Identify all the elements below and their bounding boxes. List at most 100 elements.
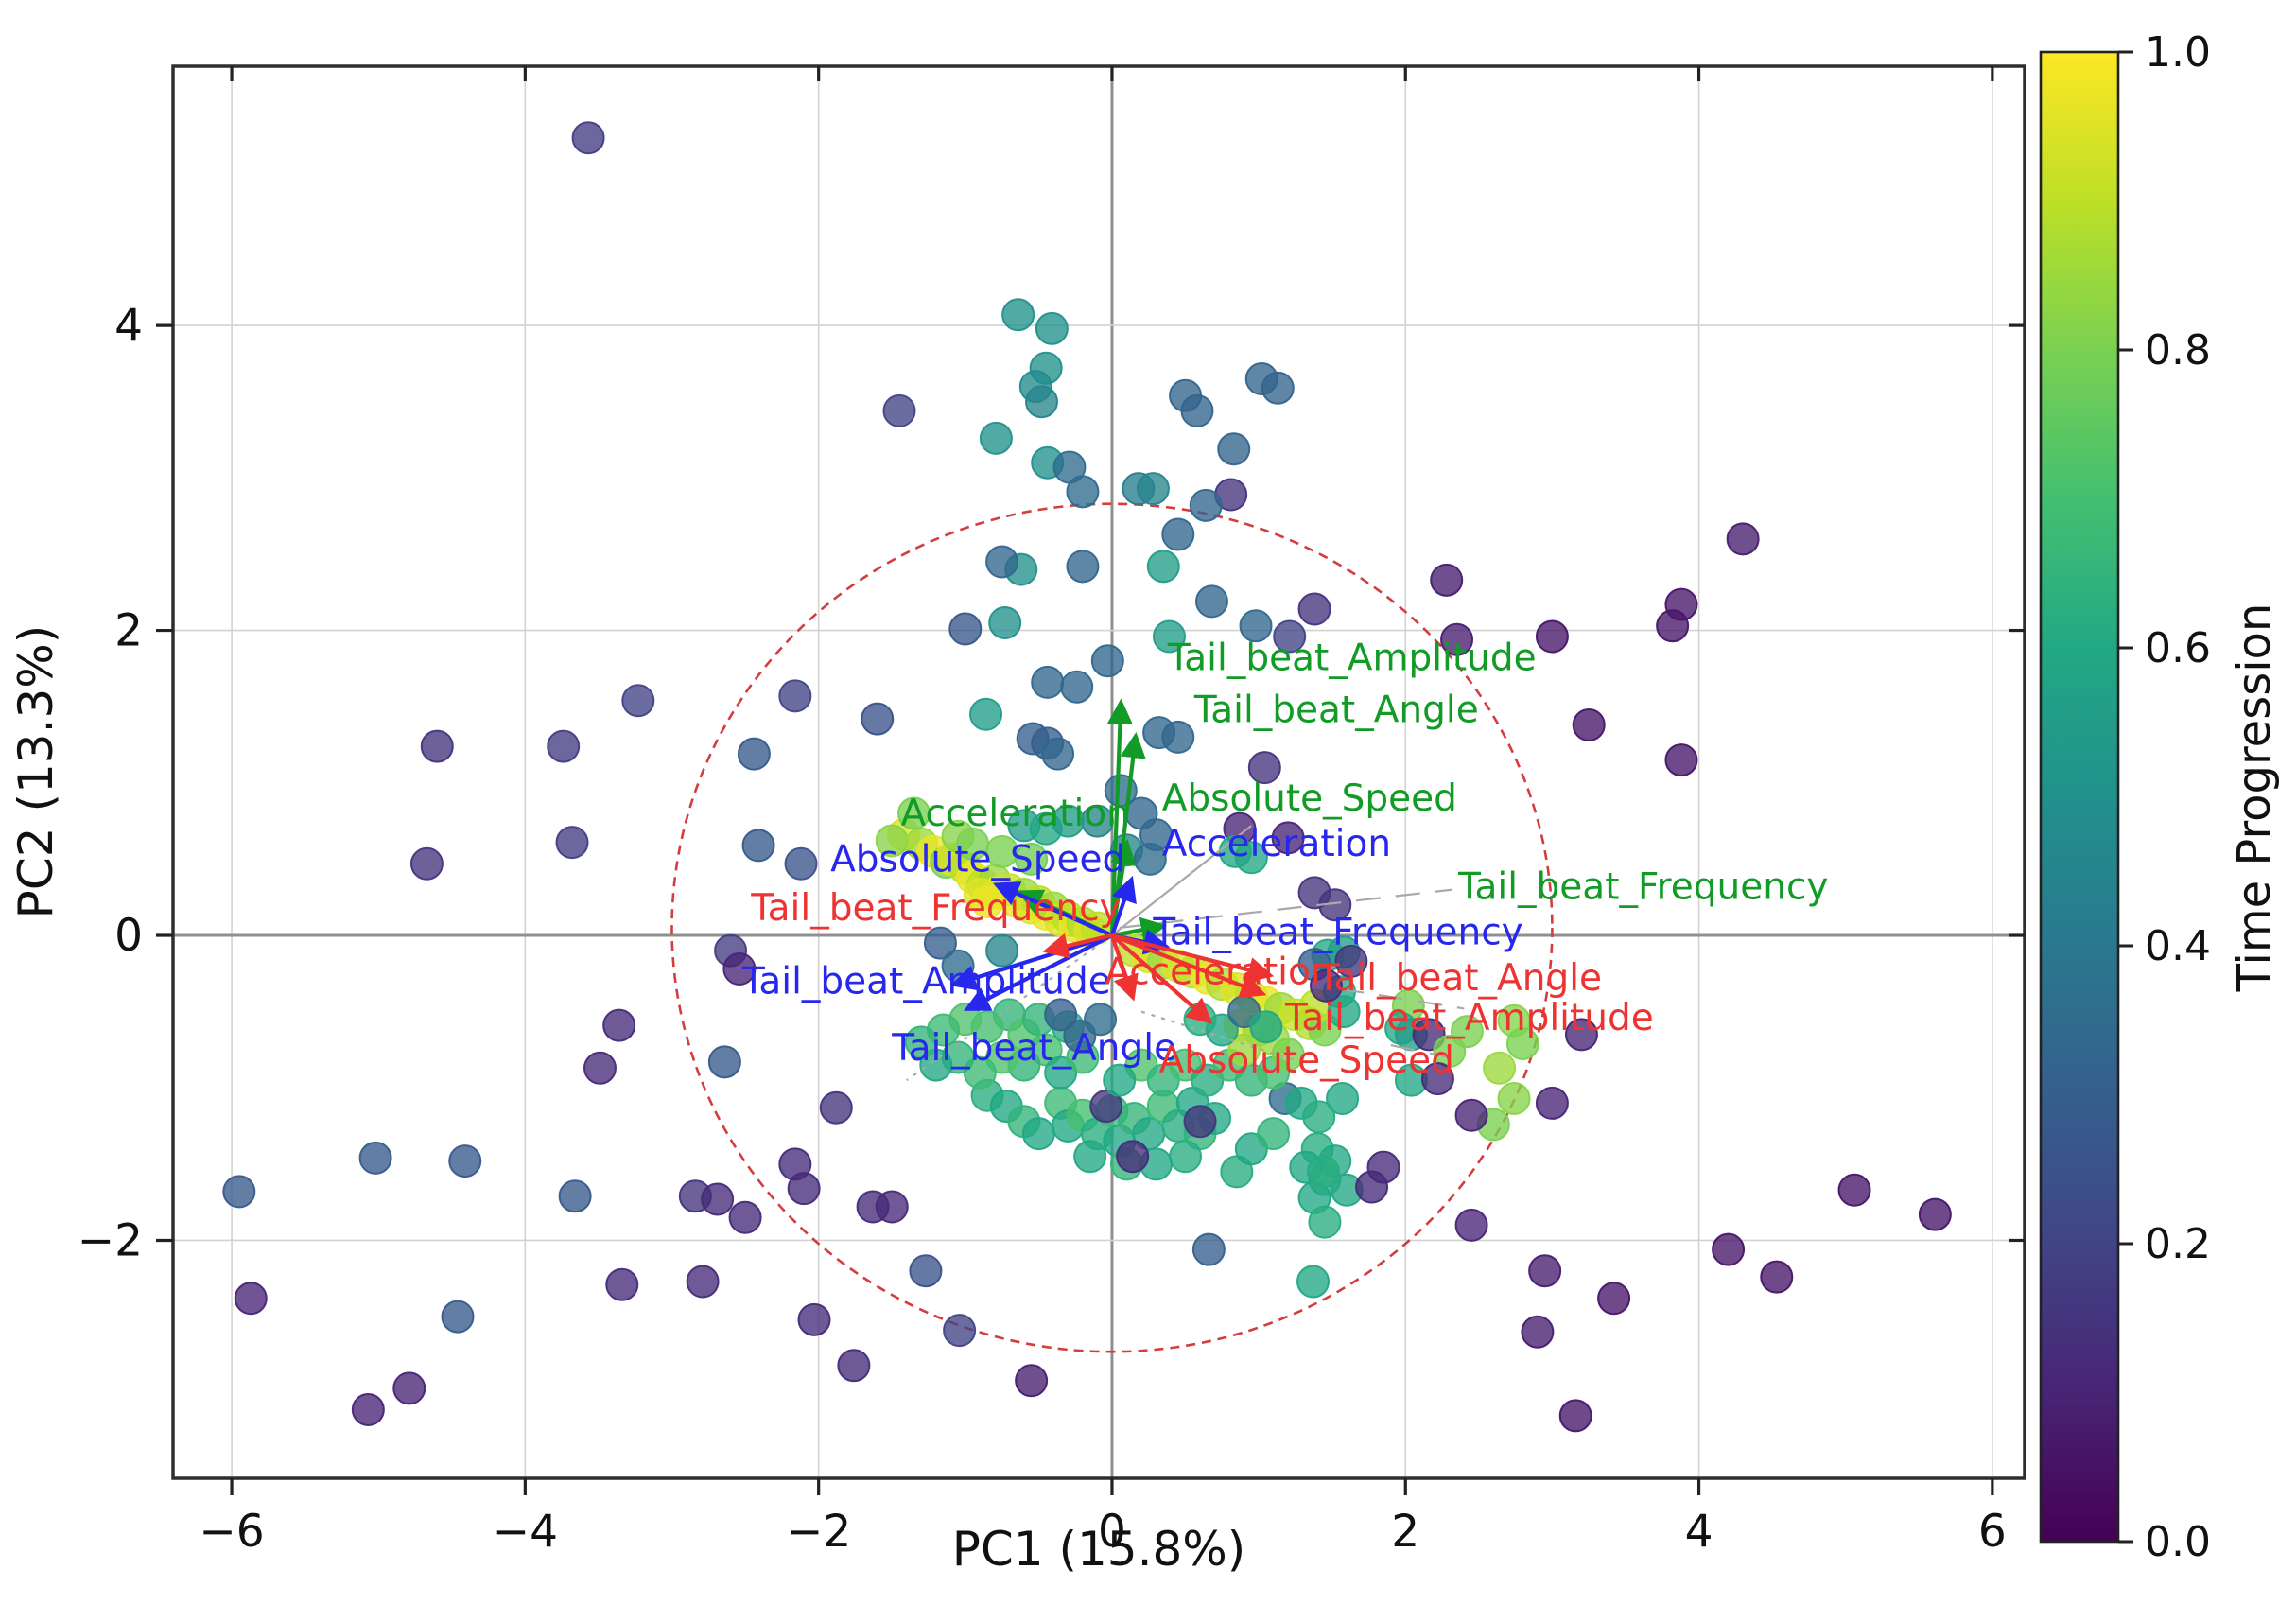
scatter-point (1712, 1232, 1746, 1266)
scatter-point (1334, 944, 1368, 978)
scatter-point (1355, 1170, 1389, 1204)
scatter-point (1308, 1205, 1342, 1239)
scatter-point (448, 1144, 482, 1178)
scatter-point (948, 612, 983, 646)
scatter-point (1918, 1197, 1952, 1231)
variable-labels-layer: Tail_beat_AmplitudeTail_beat_AngleAbsolu… (741, 637, 1828, 1082)
scatter-point (1760, 1260, 1794, 1294)
scatter-point (1146, 550, 1180, 584)
plot-border (171, 64, 2026, 1480)
green-set-label-tail_beat_frequency: Tail_beat_Frequency (1457, 865, 1828, 908)
y-tick-label: −2 (78, 1214, 143, 1266)
scatter-point (784, 846, 818, 881)
red-set-arrow-tail_beat_frequency (1042, 933, 1113, 959)
leader-line (1119, 888, 1453, 930)
red-set-arrow-absolute_speed (1110, 933, 1213, 1024)
scatter-point (1257, 1117, 1291, 1151)
scatter-point (1440, 622, 1474, 656)
scatter-point (1015, 842, 1049, 876)
scatter-point (1433, 1035, 1467, 1069)
red-set-label-acceleration: Acceleration (1105, 951, 1333, 994)
scatter-point (602, 1008, 636, 1042)
scatter-point (1297, 592, 1331, 626)
x-tick-label: 4 (1685, 1506, 1713, 1558)
red-set-arrow-tail_beat_angle (1111, 933, 1275, 983)
scatter-point (1161, 720, 1195, 754)
x-tick-label: −4 (493, 1506, 558, 1558)
scatter-point (797, 1302, 831, 1336)
blue-set-label-absolute_speed: Absolute_Speed (830, 838, 1125, 881)
scatter-point (1247, 751, 1281, 785)
blue-set-arrow-tail_beat_angle (964, 933, 1113, 1011)
scatter-point (1528, 1254, 1562, 1288)
colorbar-tick-label: 0.6 (2145, 624, 2211, 672)
leader-line (1111, 825, 1253, 936)
scatter-point (1664, 743, 1698, 777)
scatter-point (1261, 371, 1295, 405)
scatter-point (1191, 1232, 1226, 1266)
scatter-point (1430, 563, 1464, 597)
correlation-circle-layer (670, 502, 1554, 1353)
axis-ticks: −6 −4 −2 0 2 4 6 −2 0 2 4 (78, 66, 2025, 1558)
y-tick-label: 0 (114, 910, 143, 962)
x-tick-label: 6 (1978, 1506, 2007, 1558)
scatter-point (1194, 584, 1228, 619)
scatter-point (875, 1190, 909, 1224)
scatter-point (1090, 644, 1124, 678)
blue-set-label-tail_beat_frequency: Tail_beat_Frequency (1152, 912, 1522, 954)
colorbar-tick-label: 0.8 (2145, 326, 2211, 375)
scatter-point (1420, 1062, 1454, 1096)
scatter-point (686, 1265, 720, 1299)
scatter-point (909, 1254, 943, 1288)
scatter-point (1521, 1315, 1555, 1349)
scatter-point (1161, 517, 1195, 551)
scatter-point (558, 1179, 592, 1213)
scatter-point (1015, 1364, 1049, 1398)
scatter-points-layer (222, 121, 1952, 1433)
red-set-label-tail_beat_frequency: Tail_beat_Frequency (750, 887, 1121, 930)
scatter-point (837, 1349, 871, 1383)
scatter-point (722, 951, 757, 986)
y-axis-label: PC2 (13.3%) (9, 625, 63, 919)
scatter-point (1024, 385, 1058, 419)
scatter-point (1183, 1105, 1217, 1139)
scatter-point (1060, 670, 1094, 704)
red-set-label-tail_beat_amplitude: Tail_beat_Amplitude (1284, 997, 1654, 1039)
scatter-point (728, 1200, 762, 1234)
leader-line (1390, 1044, 1451, 1059)
scatter-point (441, 1300, 475, 1334)
scatter-point (1031, 665, 1065, 699)
x-axis-label: PC1 (15.8%) (952, 1522, 1246, 1577)
green-set-label-tail_beat_angle: Tail_beat_Angle (1193, 689, 1479, 731)
scatter-point (571, 121, 605, 155)
scatter-point (1189, 488, 1223, 522)
leader-line (1140, 1010, 1311, 1067)
red-set-label-absolute_speed: Absolute_Speed (1159, 1039, 1454, 1082)
scatter-point (778, 679, 812, 713)
green-set-label-tail_beat_amplitude: Tail_beat_Amplitude (1167, 637, 1537, 679)
scatter-point (1296, 1265, 1331, 1299)
x-tick-label: −6 (199, 1506, 264, 1558)
scatter-point (1183, 1003, 1217, 1037)
correlation-circle (670, 502, 1554, 1353)
scatter-point (861, 702, 895, 736)
red-set-arrow-tail_beat_amplitude (1111, 933, 1267, 999)
blue-set-label-acceleration: Acceleration (1162, 823, 1391, 865)
scatter-point (1041, 737, 1075, 771)
blue-set-label-tail_beat_angle: Tail_beat_Angle (891, 1027, 1176, 1070)
scatter-point (1271, 821, 1305, 855)
scatter-point (1217, 432, 1251, 466)
scatter-point (1837, 1173, 1871, 1207)
scatter-point (1656, 609, 1690, 643)
loading-arrows-layer (949, 698, 1275, 1024)
scatter-point (707, 1045, 741, 1079)
scatter-point (741, 829, 775, 863)
scatter-point (555, 826, 589, 860)
leader-line (1339, 987, 1465, 1010)
scatter-point (1597, 1282, 1631, 1316)
scatter-point (979, 421, 1013, 455)
scatter-point (1497, 1082, 1531, 1116)
scatter-point (583, 1051, 617, 1085)
green-set-arrow-tail_beat_frequency (1111, 916, 1168, 943)
